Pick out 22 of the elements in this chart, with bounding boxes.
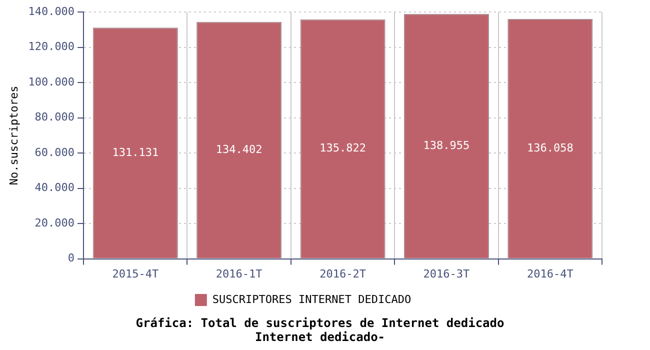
x-tick-label: 2016-2T: [320, 267, 366, 280]
y-tick-label: 20.000: [34, 216, 75, 230]
data-label: 138.955: [423, 138, 470, 152]
data-label: 131.131: [112, 146, 159, 159]
legend-label: SUSCRIPTORES INTERNET DEDICADO: [212, 292, 412, 306]
data-label: 135.822: [320, 142, 366, 155]
y-axis-title: No.suscriptores: [7, 86, 20, 186]
text: Internet dedicado-: [254, 330, 386, 344]
y-tick-label: 60.000: [34, 146, 75, 159]
y-tick-label: 100.000: [28, 75, 75, 88]
data-label: 134.402: [216, 142, 262, 156]
y-tick-label: 80.000: [34, 110, 75, 124]
y-tick-label: 0: [68, 252, 75, 265]
y-tick-label: 140.000: [28, 4, 75, 18]
x-tick-label: 2016-4T: [526, 267, 574, 280]
x-tick-label: 2015-4T: [112, 267, 159, 280]
x-tick-label: 2016-3T: [423, 267, 470, 280]
x-tick-label: 2016-1T: [216, 267, 263, 280]
y-tick-label: 120.000: [28, 40, 75, 54]
y-tick-label: 40.000: [34, 181, 75, 194]
text: Gráfica: Total de suscriptores de Internet dedicado: [134, 316, 506, 330]
data-label: 136.058: [526, 141, 574, 154]
